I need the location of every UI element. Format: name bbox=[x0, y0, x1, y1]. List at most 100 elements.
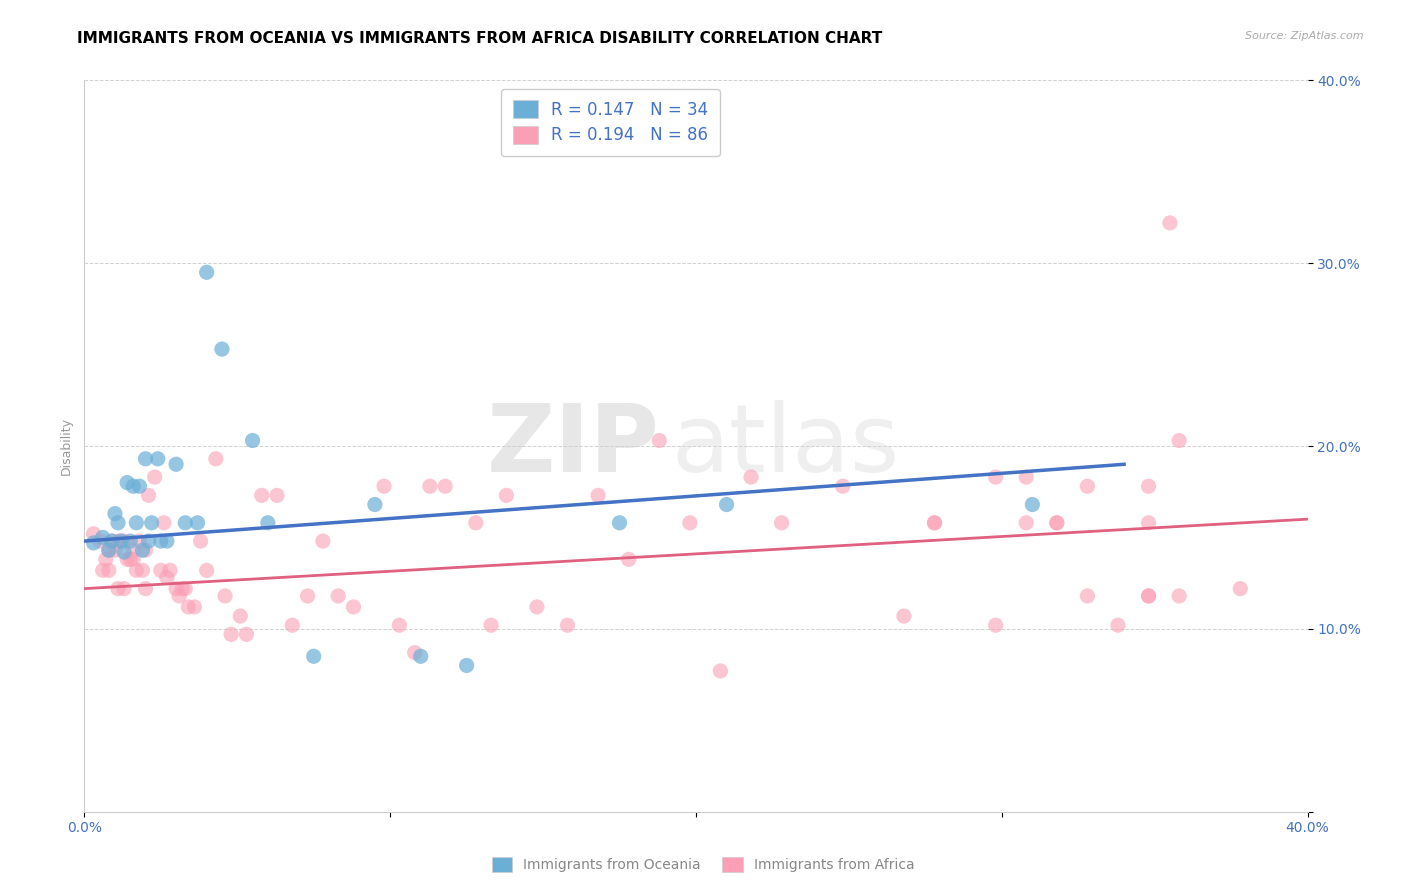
Point bbox=[219, 627, 242, 641]
Point bbox=[1168, 589, 1191, 603]
Point bbox=[479, 618, 502, 632]
Point bbox=[131, 543, 153, 558]
Point bbox=[1076, 589, 1098, 603]
Point bbox=[312, 534, 335, 549]
Point bbox=[143, 470, 166, 484]
Point bbox=[83, 526, 105, 541]
Point bbox=[128, 534, 150, 549]
Point bbox=[648, 434, 671, 448]
Point bbox=[186, 516, 208, 530]
Point bbox=[716, 498, 738, 512]
Point bbox=[456, 658, 478, 673]
Point bbox=[135, 543, 157, 558]
Point bbox=[328, 589, 350, 603]
Point bbox=[404, 646, 426, 660]
Point bbox=[107, 516, 129, 530]
Point bbox=[1076, 479, 1098, 493]
Point bbox=[1046, 516, 1069, 530]
Point bbox=[183, 599, 205, 614]
Point bbox=[924, 516, 946, 530]
Point bbox=[419, 479, 441, 493]
Point bbox=[91, 563, 114, 577]
Point bbox=[214, 589, 236, 603]
Point bbox=[195, 563, 218, 577]
Point bbox=[131, 563, 153, 577]
Point bbox=[1021, 498, 1043, 512]
Point bbox=[159, 563, 181, 577]
Point bbox=[388, 618, 411, 632]
Point bbox=[174, 582, 197, 596]
Point bbox=[135, 582, 157, 596]
Point bbox=[924, 516, 946, 530]
Point bbox=[174, 516, 197, 530]
Text: ZIP: ZIP bbox=[486, 400, 659, 492]
Point bbox=[115, 552, 138, 566]
Point bbox=[1168, 434, 1191, 448]
Point bbox=[146, 451, 169, 466]
Point bbox=[557, 618, 579, 632]
Point bbox=[122, 479, 145, 493]
Point bbox=[165, 457, 187, 471]
Point bbox=[1015, 516, 1038, 530]
Point bbox=[101, 534, 124, 549]
Point bbox=[495, 488, 517, 502]
Point bbox=[257, 516, 280, 530]
Legend: R = 0.147   N = 34, R = 0.194   N = 86: R = 0.147 N = 34, R = 0.194 N = 86 bbox=[501, 88, 720, 156]
Point bbox=[526, 599, 548, 614]
Point bbox=[464, 516, 486, 530]
Point bbox=[122, 543, 145, 558]
Point bbox=[1137, 589, 1160, 603]
Point bbox=[122, 552, 145, 566]
Point bbox=[1046, 516, 1069, 530]
Point bbox=[104, 507, 127, 521]
Point bbox=[195, 265, 218, 279]
Point bbox=[617, 552, 640, 566]
Point bbox=[165, 582, 187, 596]
Point bbox=[107, 534, 129, 549]
Point bbox=[250, 488, 273, 502]
Point bbox=[211, 342, 233, 356]
Point bbox=[91, 530, 114, 544]
Point bbox=[83, 536, 105, 550]
Text: Source: ZipAtlas.com: Source: ZipAtlas.com bbox=[1246, 31, 1364, 41]
Point bbox=[679, 516, 702, 530]
Point bbox=[609, 516, 631, 530]
Point bbox=[409, 649, 432, 664]
Point bbox=[1137, 479, 1160, 493]
Point bbox=[138, 534, 160, 549]
Point bbox=[1229, 582, 1251, 596]
Point bbox=[89, 534, 111, 549]
Point bbox=[266, 488, 288, 502]
Point bbox=[235, 627, 257, 641]
Point bbox=[1015, 470, 1038, 484]
Point bbox=[190, 534, 212, 549]
Point bbox=[120, 552, 142, 566]
Point bbox=[107, 582, 129, 596]
Legend: Immigrants from Oceania, Immigrants from Africa: Immigrants from Oceania, Immigrants from… bbox=[484, 849, 922, 880]
Point bbox=[110, 534, 132, 549]
Point bbox=[97, 563, 120, 577]
Point bbox=[434, 479, 457, 493]
Point bbox=[281, 618, 304, 632]
Point bbox=[984, 470, 1007, 484]
Point bbox=[115, 475, 138, 490]
Point bbox=[177, 599, 200, 614]
Point bbox=[156, 534, 179, 549]
Point bbox=[138, 488, 160, 502]
Point bbox=[156, 571, 179, 585]
Point bbox=[770, 516, 793, 530]
Point bbox=[97, 543, 120, 558]
Point bbox=[893, 609, 915, 624]
Point bbox=[101, 534, 124, 549]
Point bbox=[1137, 516, 1160, 530]
Point bbox=[120, 534, 142, 549]
Point bbox=[1137, 589, 1160, 603]
Text: atlas: atlas bbox=[672, 400, 900, 492]
Point bbox=[97, 543, 120, 558]
Point bbox=[342, 599, 364, 614]
Point bbox=[149, 534, 172, 549]
Point bbox=[1107, 618, 1129, 632]
Point bbox=[128, 479, 150, 493]
Point bbox=[167, 589, 190, 603]
Y-axis label: Disability: Disability bbox=[60, 417, 73, 475]
